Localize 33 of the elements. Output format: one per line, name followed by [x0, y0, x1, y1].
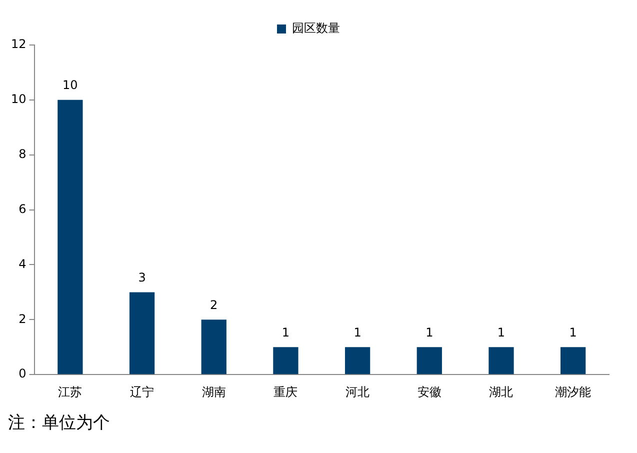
- x-tick-label: 重庆: [274, 384, 298, 399]
- text: 注：单位为个: [8, 412, 111, 434]
- bar: [273, 347, 298, 374]
- data-label: 1: [282, 325, 290, 340]
- y-tick-label: 2: [18, 312, 26, 326]
- data-label: 1: [497, 325, 506, 340]
- y-tick-label: 12: [10, 37, 26, 52]
- data-label: 1: [354, 325, 362, 340]
- bar: [488, 347, 514, 374]
- x-tick-label: 湖南: [202, 384, 226, 399]
- x-tick-label: 潮汐能: [555, 384, 592, 399]
- y-tick-label: 4: [18, 256, 26, 271]
- y-tick-label: 6: [18, 202, 26, 216]
- y-tick-label: 8: [18, 146, 26, 161]
- legend-label: 园区数量: [292, 21, 340, 36]
- bar: [129, 292, 155, 374]
- bar: [344, 347, 370, 374]
- x-tick-label: 湖北: [489, 384, 514, 399]
- data-label: 10: [62, 78, 78, 92]
- x-tick-label: 河北: [346, 384, 370, 399]
- bar: [560, 347, 586, 374]
- data-label: 2: [210, 298, 218, 312]
- x-tick-label: 辽宁: [130, 384, 154, 399]
- bar: [58, 100, 83, 374]
- x-tick-label: 江苏: [58, 384, 82, 399]
- data-label: 1: [569, 325, 577, 340]
- y-tick-label: 10: [10, 92, 26, 106]
- y-tick-label: 0: [18, 366, 26, 381]
- data-label: 1: [426, 325, 434, 340]
- bar: [201, 320, 226, 374]
- data-label: 3: [138, 270, 146, 284]
- bar: [416, 347, 442, 374]
- x-tick-label: 安徽: [417, 384, 442, 399]
